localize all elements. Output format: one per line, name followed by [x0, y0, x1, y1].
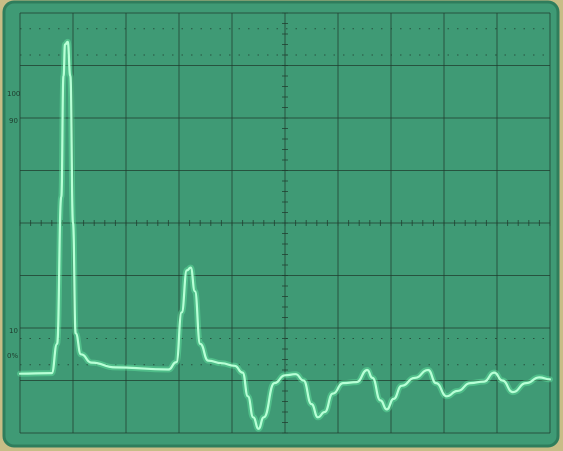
waveform-trace: [17, 38, 553, 432]
graticule: [19, 12, 551, 434]
graticule-label-10: 10: [9, 327, 18, 335]
graticule-labels: 100 90 10 0%: [7, 90, 20, 360]
graticule-label-0-percent: 0%: [7, 352, 18, 360]
graticule-label-90: 90: [9, 117, 18, 125]
graticule-label-100: 100: [7, 90, 20, 98]
trace-line: [18, 40, 552, 430]
